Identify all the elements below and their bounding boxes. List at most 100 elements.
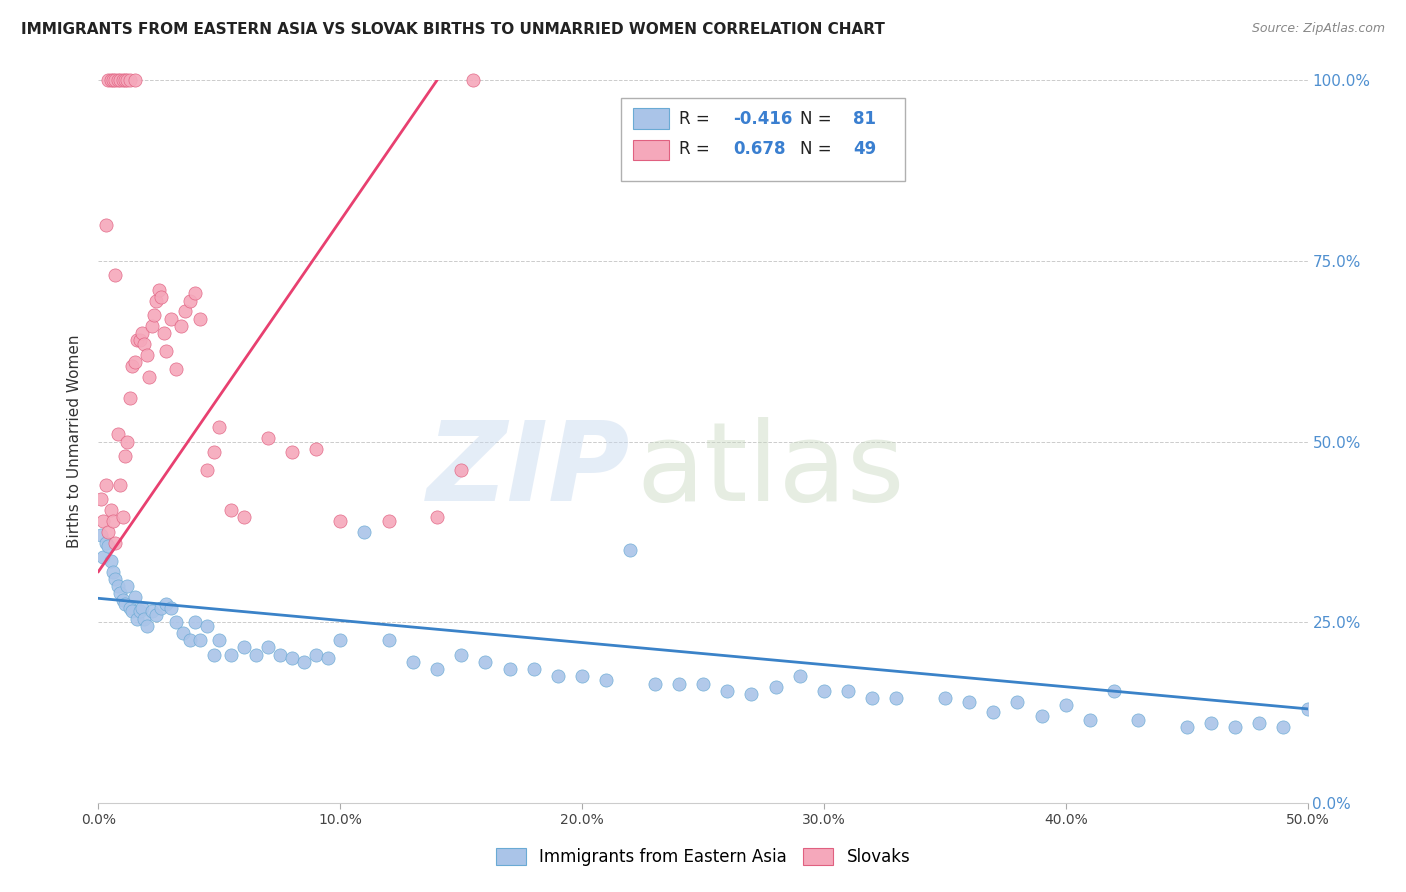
Point <box>716 683 738 698</box>
Point <box>232 510 254 524</box>
Point <box>107 73 129 87</box>
Point <box>104 268 127 283</box>
Point <box>141 318 163 333</box>
FancyBboxPatch shape <box>621 98 905 181</box>
Point <box>1175 720 1198 734</box>
Text: R =: R = <box>679 110 714 128</box>
Point <box>117 434 139 449</box>
Point <box>91 514 114 528</box>
Point <box>114 597 136 611</box>
Point <box>571 669 593 683</box>
Point <box>1031 709 1053 723</box>
Point <box>1296 702 1319 716</box>
Point <box>1272 720 1295 734</box>
Point <box>837 683 859 698</box>
Point <box>377 514 399 528</box>
Point <box>208 633 231 648</box>
Point <box>179 633 201 648</box>
Point <box>134 611 156 625</box>
Point <box>104 572 127 586</box>
Point <box>111 593 134 607</box>
Point <box>107 579 129 593</box>
Point <box>104 535 127 549</box>
Point <box>740 687 762 701</box>
Point <box>523 662 546 676</box>
Point <box>1078 713 1101 727</box>
Point <box>292 655 315 669</box>
Point <box>118 391 141 405</box>
Point <box>124 73 146 87</box>
Point <box>118 600 141 615</box>
Point <box>117 73 139 87</box>
Point <box>101 73 124 87</box>
Point <box>195 463 218 477</box>
Text: 81: 81 <box>853 110 876 128</box>
Point <box>329 514 352 528</box>
Y-axis label: Births to Unmarried Women: Births to Unmarried Women <box>67 334 83 549</box>
Point <box>188 311 211 326</box>
Point <box>426 662 449 676</box>
Point <box>150 600 173 615</box>
Point <box>108 478 131 492</box>
Point <box>172 626 194 640</box>
Point <box>169 318 191 333</box>
Text: N =: N = <box>800 110 837 128</box>
Point <box>145 607 167 622</box>
Text: R =: R = <box>679 140 720 158</box>
Point <box>114 449 136 463</box>
Point <box>644 676 666 690</box>
Point <box>1223 720 1246 734</box>
Point <box>124 590 146 604</box>
Text: N =: N = <box>800 140 837 158</box>
Point <box>127 334 149 348</box>
Point <box>148 283 170 297</box>
Point <box>813 683 835 698</box>
Point <box>128 604 150 618</box>
FancyBboxPatch shape <box>633 139 669 160</box>
Point <box>101 514 124 528</box>
Point <box>131 326 153 340</box>
Point <box>208 420 231 434</box>
FancyBboxPatch shape <box>633 109 669 128</box>
Point <box>316 651 339 665</box>
Point <box>547 669 569 683</box>
Point <box>90 492 112 507</box>
Point <box>353 524 375 539</box>
Point <box>135 619 157 633</box>
Point <box>97 73 120 87</box>
Point <box>1102 683 1125 698</box>
Point <box>619 542 641 557</box>
Point <box>256 431 278 445</box>
Point <box>97 539 120 553</box>
Point <box>160 600 183 615</box>
Text: Source: ZipAtlas.com: Source: ZipAtlas.com <box>1251 22 1385 36</box>
Text: -0.416: -0.416 <box>734 110 793 128</box>
Point <box>155 597 177 611</box>
Point <box>426 510 449 524</box>
Point <box>474 655 496 669</box>
Point <box>204 648 226 662</box>
Point <box>138 369 160 384</box>
Point <box>595 673 617 687</box>
Point <box>184 286 207 301</box>
Point <box>957 695 980 709</box>
Point <box>184 615 207 630</box>
Point <box>188 633 211 648</box>
Point <box>498 662 520 676</box>
Point <box>114 73 136 87</box>
Point <box>97 524 120 539</box>
Point <box>329 633 352 648</box>
Point <box>91 550 114 565</box>
Point <box>232 640 254 655</box>
Point <box>90 528 112 542</box>
Point <box>165 362 187 376</box>
Point <box>145 293 167 308</box>
Point <box>886 691 908 706</box>
Point <box>668 676 690 690</box>
Point <box>131 600 153 615</box>
Point <box>100 73 122 87</box>
Point <box>121 359 143 373</box>
Point <box>100 554 122 568</box>
Point <box>765 680 787 694</box>
Point <box>1199 716 1222 731</box>
